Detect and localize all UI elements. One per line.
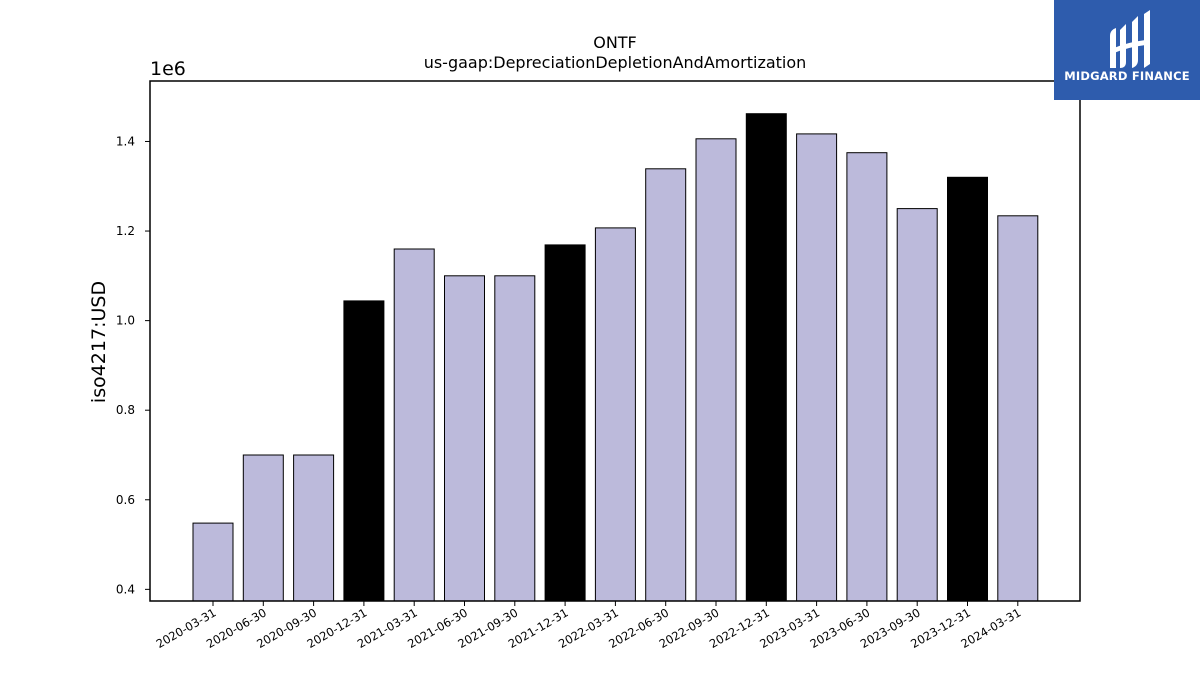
y-axis-label: iso4217:USD xyxy=(88,281,110,403)
y-tick-label: 1.2 xyxy=(116,224,135,238)
bar-2023-03-31 xyxy=(796,133,838,602)
plot-frame xyxy=(149,80,1081,602)
y-tick-label: 1.0 xyxy=(116,314,135,328)
y-offset-label: 1e6 xyxy=(150,58,186,80)
bar-2022-03-31 xyxy=(594,227,636,602)
y-tick-label: 1.4 xyxy=(116,134,135,148)
bar-2022-09-30 xyxy=(695,138,737,602)
y-tick-label: 0.4 xyxy=(116,582,135,596)
bar-2020-06-30 xyxy=(242,454,284,602)
midgard-logo-icon xyxy=(1110,10,1150,68)
bar-2024-03-31 xyxy=(997,215,1039,602)
bar-2020-12-31 xyxy=(343,300,385,602)
bar-2023-06-30 xyxy=(846,152,888,602)
y-tick-label: 0.6 xyxy=(116,493,135,507)
chart-subtitle: us-gaap:DepreciationDepletionAndAmortiza… xyxy=(424,53,807,72)
bar-2023-12-31 xyxy=(947,176,988,602)
logo-text: MIDGARD FINANCE xyxy=(1064,69,1190,83)
bar-2020-09-30 xyxy=(293,454,335,602)
chart-title: ONTF xyxy=(593,33,637,52)
bar-2022-12-31 xyxy=(745,113,787,602)
x-axis-ticks: 2020-03-312020-06-302020-09-302020-12-31… xyxy=(154,601,1023,651)
y-axis-ticks: 0.4 0.6 0.8 1.0 1.2 1.4 xyxy=(116,134,150,596)
bar-2023-09-30 xyxy=(896,208,938,602)
bar-2021-09-30 xyxy=(494,275,536,602)
bars xyxy=(192,113,1039,602)
bar-2020-03-31 xyxy=(192,522,234,602)
bar-2022-06-30 xyxy=(645,168,687,602)
bar-2021-03-31 xyxy=(393,248,435,602)
bar-2021-12-31 xyxy=(544,244,586,602)
bar-2021-06-30 xyxy=(444,275,485,602)
brand-logo: MIDGARD FINANCE xyxy=(1054,0,1200,100)
y-tick-label: 0.8 xyxy=(116,403,135,417)
